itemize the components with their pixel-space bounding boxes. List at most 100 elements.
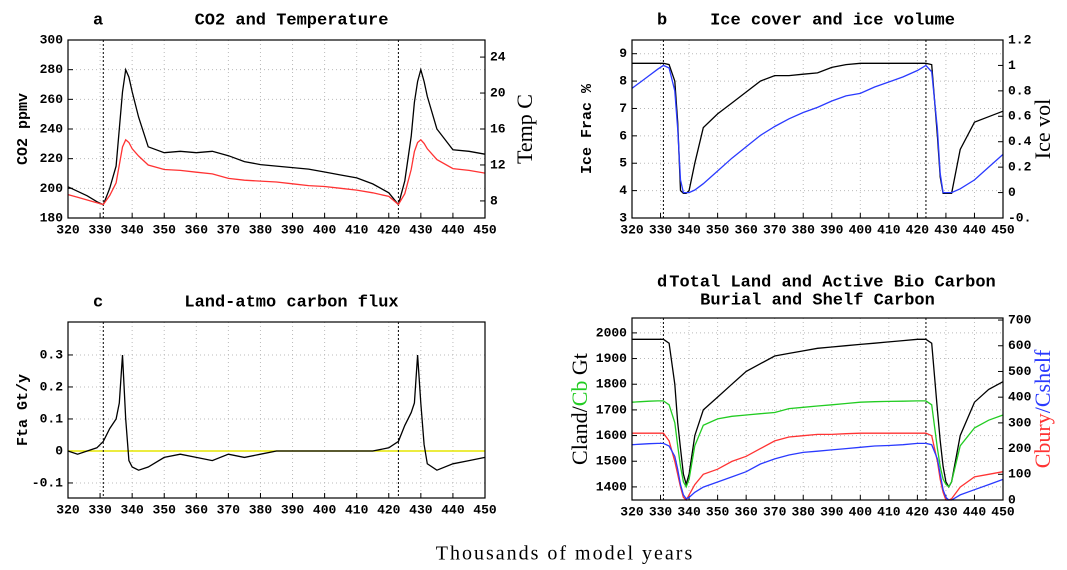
x-tick-label: 370 [217,222,241,237]
x-tick-label: 320 [620,222,644,237]
x-tick-label: 390 [820,504,844,519]
x-tick-label: 340 [120,222,144,237]
x-tick-label: 420 [377,222,401,237]
x-tick-label: 360 [185,502,209,517]
chart-title: Ice cover and ice volume [710,11,955,30]
panel-label: d [657,273,667,292]
x-tick-label: 420 [906,504,930,519]
series-line [67,354,486,471]
x-tick-label: 420 [377,502,401,517]
x-tick-label: 430 [409,502,433,517]
x-tick-label: 360 [734,504,758,519]
y2-tick-label: 300 [1008,415,1032,430]
y2-tick-label: 100 [1008,467,1032,482]
x-tick-label: 450 [473,502,497,517]
x-tick-label: 430 [934,504,958,519]
series-line [632,62,1004,195]
x-tick-label: 400 [849,504,873,519]
y2-tick-label: 0 [1008,492,1016,507]
x-tick-label: 380 [249,502,273,517]
x-tick-label: 340 [677,222,701,237]
y2-tick-label: 0.6 [1008,109,1032,124]
y2-axis-title: Cbury/Cshelf [1030,349,1055,468]
panel-label: b [657,11,667,30]
series-line [67,138,486,206]
x-tick-label: 330 [88,502,112,517]
y-tick-label: 1900 [596,351,627,366]
y-tick-label: 9 [619,46,627,61]
y-tick-label: 300 [40,32,64,47]
x-tick-label: 370 [763,504,787,519]
x-tick-label: 400 [313,502,337,517]
y-tick-label: 1600 [596,428,627,443]
y-tick-label: 7 [619,101,627,116]
y2-axis-title: Ice vol [1030,99,1055,159]
y-tick-label: 0.2 [40,379,64,394]
x-tick-label: 430 [409,222,433,237]
y-tick-label: 0.1 [40,411,64,426]
y-tick-label: 2000 [596,325,627,340]
x-tick-label: 380 [792,504,816,519]
x-tick-label: 440 [441,502,465,517]
label-part: Cb [567,381,592,407]
x-tick-label: 420 [906,222,930,237]
x-tick-label: 330 [649,222,673,237]
y-tick-label: 8 [619,74,627,89]
label-part: Gt [567,353,592,381]
series-line [631,64,1004,194]
panel-label: a [93,11,103,30]
y2-tick-label: 0.8 [1008,83,1032,98]
series-line [631,442,1004,501]
x-tick-label: 330 [649,504,673,519]
y2-tick-label: 600 [1008,338,1032,353]
plot-frame [631,317,1004,501]
x-tick-label: 330 [88,222,112,237]
x-tick-label: 340 [677,504,701,519]
y2-tick-label: -0. [1008,210,1031,225]
x-tick-label: 350 [706,504,730,519]
y2-tick-label: 8 [490,193,498,208]
y-tick-label: 180 [40,210,64,225]
y-tick-label: 280 [40,62,64,77]
x-tick-label: 390 [281,222,305,237]
y-axis-title: Ice Frac % [579,83,596,174]
y-axis-title: Cland/Cb Gt [567,353,592,465]
plot-frame [67,321,486,499]
y-tick-label: 5 [619,156,627,171]
x-tick-label: 450 [473,222,497,237]
x-tick-label: 450 [991,222,1015,237]
x-tick-label: 390 [820,222,844,237]
series-line [632,338,1004,489]
y2-axis-title: Temp C [512,94,537,164]
y-tick-label: 260 [40,92,64,107]
y-tick-label: 1700 [596,402,627,417]
x-axis-title: Thousands of model years [436,543,695,565]
x-tick-label: 430 [934,222,958,237]
y2-tick-label: 12 [490,157,506,172]
label-part: Cshelf [1030,349,1055,407]
series-line [67,67,486,207]
series-line [631,400,1004,489]
y-tick-label: 200 [40,181,64,196]
x-tick-label: 410 [877,504,901,519]
label-part: Cbury [1030,413,1055,468]
y2-tick-label: 24 [490,50,506,65]
y2-tick-label: 20 [490,85,506,100]
y-tick-label: 1500 [596,454,627,469]
y-tick-label: 240 [40,121,64,136]
y-tick-label: 0 [55,443,63,458]
x-tick-label: 440 [963,222,987,237]
x-tick-label: 400 [849,222,873,237]
x-tick-label: 400 [313,222,337,237]
x-tick-label: 360 [185,222,209,237]
y-tick-label: 220 [40,151,64,166]
x-tick-label: 370 [763,222,787,237]
y-tick-label: 1800 [596,377,627,392]
y2-tick-label: 16 [490,121,506,136]
y2-tick-label: 400 [1008,390,1032,405]
chart-title: CO2 and Temperature [195,11,389,30]
chart-subtitle: Burial and Shelf Carbon [700,291,935,310]
y2-tick-label: 200 [1008,441,1032,456]
x-tick-label: 410 [345,502,369,517]
